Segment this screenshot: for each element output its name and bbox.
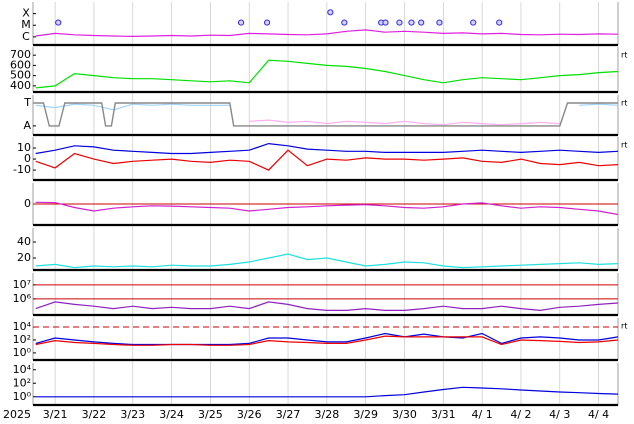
x-tick-label: 3/23 [120,408,145,421]
y-tick-label: 500 [10,69,31,82]
series-line [35,149,619,171]
event-marker [408,19,415,26]
rt-note: rt [621,322,627,331]
y-tick-label: 10⁴ [13,320,32,333]
event-marker [496,19,503,26]
series-line [35,335,619,346]
series-line [35,253,619,269]
y-tick-label: 10 [17,141,31,154]
event-marker [263,19,271,26]
rt-note: rt [621,51,627,60]
y-tick-label: 0 [24,197,31,210]
y-tick-label: 0 [24,152,31,165]
y-tick-label: 10² [13,333,31,346]
series-line [35,103,619,111]
x-tick-label: 4/ 3 [549,408,570,421]
x-tick-label: 4/ 4 [588,408,609,421]
y-tick-label: 10⁰ [13,346,32,359]
x-tick-label: 3/28 [315,408,340,421]
event-marker [382,19,389,26]
x-tick-label: 3/30 [392,408,417,421]
year-label: 2025 [3,408,31,421]
y-tick-label: 10⁷ [13,278,31,291]
rt-note: rt [621,141,627,150]
y-tick-label: 10² [13,376,31,389]
event-marker [237,19,245,26]
x-tick-label: 3/21 [43,408,68,421]
x-tick-label: 3/22 [82,408,107,421]
x-tick-label: 3/27 [276,408,301,421]
x-tick-label: 4/ 2 [510,408,531,421]
series-line [35,332,619,346]
y-tick-label: 20 [17,251,31,264]
y-tick-label: 40 [17,235,31,248]
y-tick-label: C [22,30,30,43]
series-line [35,386,619,398]
y-tick-label: X [22,7,30,20]
y-tick-label: 10⁶ [13,292,32,305]
x-tick-label: 3/26 [237,408,262,421]
x-tick-label: 3/31 [431,408,456,421]
x-tick-label: 3/25 [198,408,223,421]
y-tick-label: 600 [10,58,31,71]
y-tick-label: 400 [10,79,31,92]
event-marker [55,19,62,26]
y-tick-label: 10⁴ [13,363,32,376]
x-tick-label: 3/24 [159,408,184,421]
x-tick-label: 4/ 1 [472,408,493,421]
y-tick-label: -10 [13,163,31,176]
y-tick-label: A [23,119,31,132]
series-line [35,29,619,38]
event-marker [341,19,348,26]
series-line [35,201,619,216]
rt-note: rt [621,99,627,108]
event-marker [396,19,403,26]
x-tick-label: 3/29 [353,408,378,421]
series-line [35,142,619,155]
y-tick-label: M [21,18,31,31]
event-marker [470,19,477,26]
y-tick-label: 700 [10,48,31,61]
series-line [35,301,619,312]
series-line [33,102,618,127]
series-line [249,119,560,126]
y-tick-label: 10⁰ [13,390,32,403]
event-marker [327,9,334,16]
event-marker [418,19,425,26]
y-tick-label: T [23,96,31,109]
event-marker [436,19,443,26]
series-line [35,59,619,89]
